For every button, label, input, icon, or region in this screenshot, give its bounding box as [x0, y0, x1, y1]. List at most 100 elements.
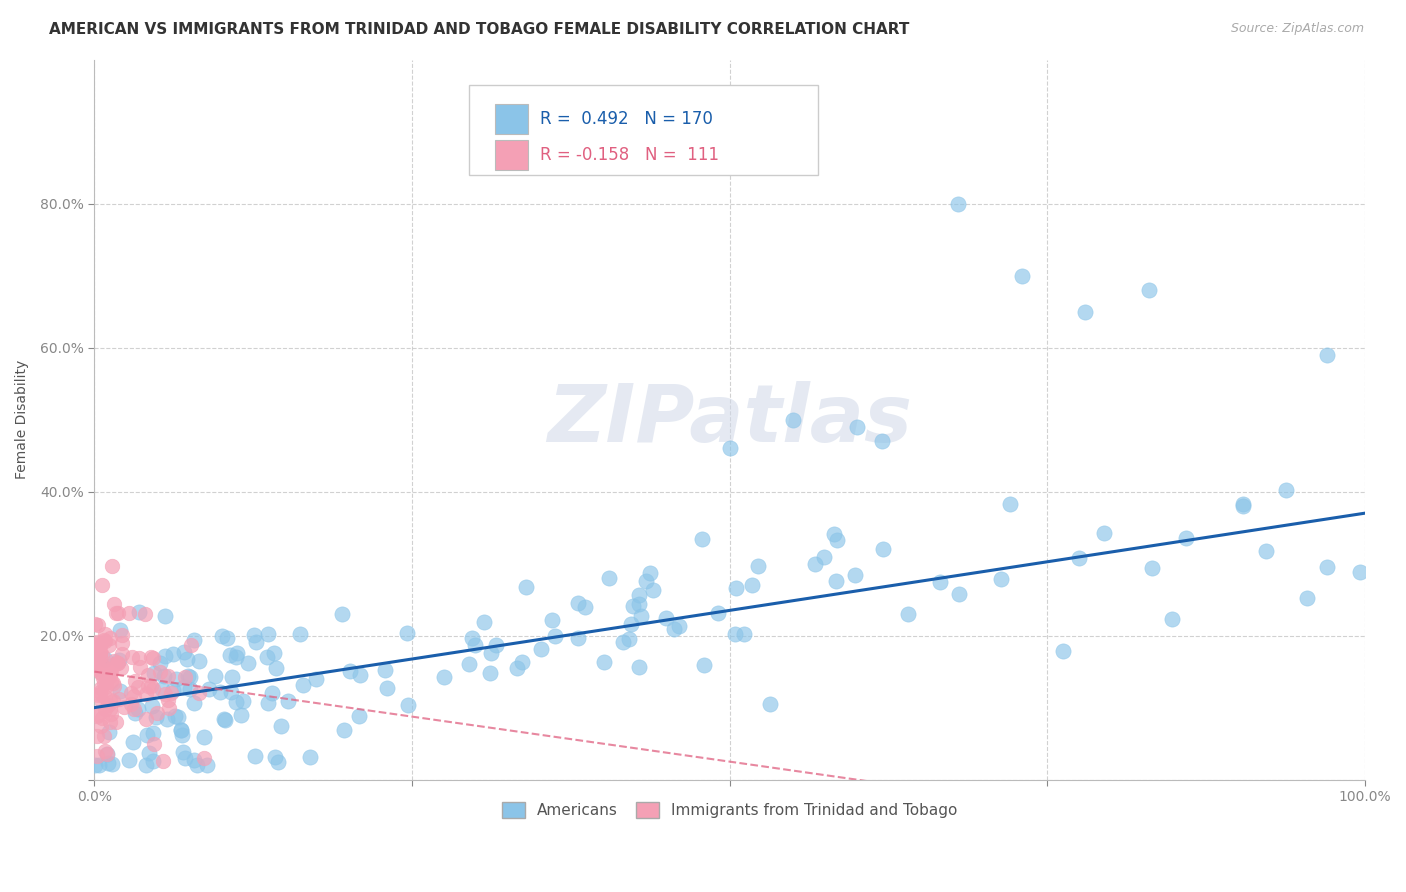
Point	[128, 605, 150, 619]
Point	[100, 674, 122, 689]
Point	[173, 644, 195, 658]
Point	[215, 631, 238, 645]
Point	[747, 558, 769, 573]
Point	[183, 697, 205, 711]
Point	[243, 748, 266, 763]
Point	[97, 638, 120, 652]
Point	[90, 719, 112, 733]
Point	[100, 707, 122, 722]
Point	[100, 631, 122, 645]
Point	[108, 692, 131, 706]
Text: AMERICAN VS IMMIGRANTS FROM TRINIDAD AND TOBAGO FEMALE DISABILITY CORRELATION CH: AMERICAN VS IMMIGRANTS FROM TRINIDAD AND…	[49, 22, 910, 37]
Text: R = -0.158   N =  111: R = -0.158 N = 111	[540, 145, 720, 163]
Point	[990, 572, 1012, 586]
Point	[90, 695, 112, 709]
Point	[90, 648, 112, 663]
Point	[136, 680, 159, 694]
Point	[84, 642, 107, 657]
Point	[94, 679, 117, 693]
Point	[330, 607, 353, 621]
Point	[180, 638, 202, 652]
Point	[668, 619, 690, 633]
Point	[845, 419, 868, 434]
Point	[333, 723, 356, 737]
Point	[823, 527, 845, 541]
Point	[226, 646, 249, 660]
Point	[146, 706, 169, 720]
Point	[98, 702, 121, 716]
Point	[136, 667, 159, 681]
Point	[1140, 560, 1163, 574]
Point	[628, 588, 651, 602]
Point	[135, 758, 157, 772]
FancyBboxPatch shape	[495, 103, 527, 134]
Point	[741, 578, 763, 592]
Point	[825, 574, 848, 588]
Point	[84, 658, 107, 673]
Point	[1275, 483, 1298, 497]
Point	[298, 749, 321, 764]
Point	[948, 196, 970, 211]
Point	[111, 648, 134, 662]
Point	[813, 549, 835, 564]
Point	[91, 671, 114, 685]
Point	[177, 668, 200, 682]
Point	[121, 650, 143, 665]
Point	[163, 709, 186, 723]
Point	[96, 747, 118, 761]
Point	[86, 709, 108, 723]
Point	[193, 730, 215, 744]
Point	[139, 679, 162, 693]
Point	[225, 695, 247, 709]
Legend: Americans, Immigrants from Trinidad and Tobago: Americans, Immigrants from Trinidad and …	[494, 795, 965, 826]
Point	[567, 596, 589, 610]
Point	[506, 661, 529, 675]
Point	[98, 669, 121, 683]
Point	[91, 710, 114, 724]
Point	[844, 568, 866, 582]
Point	[90, 666, 112, 681]
FancyBboxPatch shape	[495, 139, 527, 169]
Point	[103, 654, 125, 668]
Point	[97, 668, 120, 682]
Point	[510, 656, 533, 670]
Point	[204, 669, 226, 683]
Point	[134, 607, 156, 621]
Point	[143, 666, 166, 681]
Point	[86, 706, 108, 721]
Point	[804, 558, 827, 572]
Point	[305, 672, 328, 686]
Point	[1137, 283, 1160, 297]
Point	[89, 639, 111, 653]
Point	[104, 715, 127, 730]
Point	[108, 653, 131, 667]
Point	[725, 581, 748, 595]
Point	[103, 657, 125, 671]
Point	[277, 693, 299, 707]
Point	[118, 606, 141, 620]
Point	[458, 657, 481, 671]
Text: R =  0.492   N = 170: R = 0.492 N = 170	[540, 110, 713, 128]
Point	[153, 669, 176, 683]
Point	[111, 628, 134, 642]
Point	[94, 633, 117, 648]
Point	[229, 708, 252, 723]
Point	[461, 631, 484, 645]
Point	[256, 627, 278, 641]
Point	[98, 714, 121, 729]
Point	[707, 606, 730, 620]
Point	[221, 670, 243, 684]
Point	[433, 669, 456, 683]
Point	[86, 729, 108, 743]
Point	[782, 412, 804, 426]
Point	[1074, 304, 1097, 318]
Point	[111, 636, 134, 650]
Point	[567, 632, 589, 646]
Point	[89, 647, 111, 661]
Point	[208, 685, 231, 699]
Point	[173, 681, 195, 695]
Point	[141, 699, 163, 714]
Point	[187, 686, 209, 700]
Point	[479, 646, 502, 660]
Point	[214, 713, 236, 727]
